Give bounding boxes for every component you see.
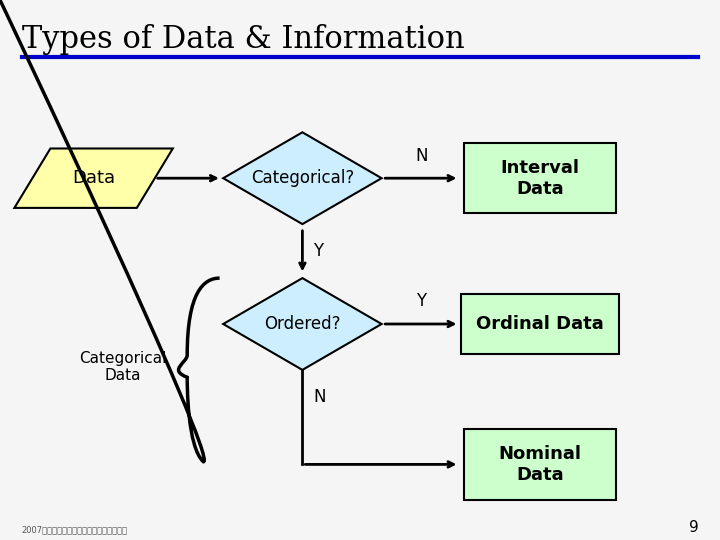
Text: 9: 9: [688, 519, 698, 535]
FancyBboxPatch shape: [461, 294, 619, 354]
Text: Y: Y: [416, 293, 426, 310]
Polygon shape: [223, 278, 382, 370]
FancyBboxPatch shape: [464, 429, 616, 500]
Text: 2007年「情報系の数理（一）」教科書より: 2007年「情報系の数理（一）」教科書より: [22, 525, 127, 535]
Text: Ordinal Data: Ordinal Data: [476, 315, 604, 333]
Text: N: N: [313, 388, 325, 406]
Text: Interval
Data: Interval Data: [500, 159, 580, 198]
Text: Data: Data: [72, 169, 115, 187]
Text: Types of Data & Information: Types of Data & Information: [22, 24, 464, 55]
Text: Ordered?: Ordered?: [264, 315, 341, 333]
Text: N: N: [415, 147, 428, 165]
FancyBboxPatch shape: [464, 143, 616, 213]
Polygon shape: [223, 132, 382, 224]
Text: Categorical?: Categorical?: [251, 169, 354, 187]
Text: Y: Y: [313, 242, 323, 260]
Polygon shape: [14, 148, 173, 208]
Text: Categorical
Data: Categorical Data: [78, 351, 166, 383]
Text: Nominal
Data: Nominal Data: [498, 445, 582, 484]
